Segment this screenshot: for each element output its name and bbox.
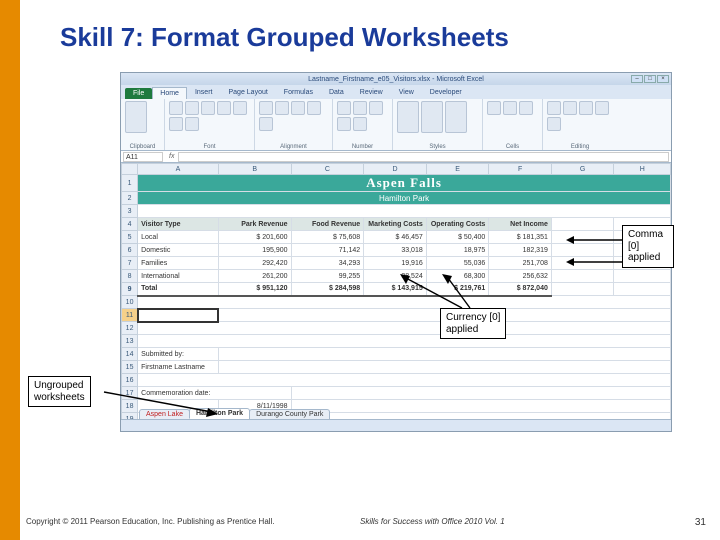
ribbon-group-font: Font bbox=[165, 99, 255, 150]
window-title: Lastname_Firstname_e05_Visitors.xlsx - M… bbox=[308, 76, 484, 83]
tab-data[interactable]: Data bbox=[321, 86, 352, 99]
ribbon-group-editing: Editing bbox=[543, 99, 617, 150]
cellstyles-icon[interactable] bbox=[445, 101, 467, 133]
callout-currency: Currency [0] applied bbox=[440, 308, 506, 339]
ribbon-tabstrip: File Home Insert Page Layout Formulas Da… bbox=[121, 85, 671, 99]
col-E[interactable]: E bbox=[426, 164, 489, 175]
ribbon-group-alignment: Alignment bbox=[255, 99, 333, 150]
align-center-icon[interactable] bbox=[275, 101, 289, 115]
ribbon-group-clipboard: Clipboard bbox=[121, 99, 165, 150]
align-right-icon[interactable] bbox=[291, 101, 305, 115]
paste-icon[interactable] bbox=[125, 101, 147, 133]
arrow-currency-2 bbox=[440, 272, 490, 312]
worksheet-grid[interactable]: A B C D E F G H 1Aspen Falls 2Hamilton P… bbox=[121, 163, 671, 426]
col-D[interactable]: D bbox=[364, 164, 427, 175]
name-box[interactable]: A11 bbox=[123, 152, 163, 162]
tab-formulas[interactable]: Formulas bbox=[276, 86, 321, 99]
close-button[interactable]: × bbox=[657, 75, 669, 83]
border-icon[interactable] bbox=[233, 101, 247, 115]
arrow-comma-2 bbox=[566, 256, 624, 268]
fill-icon[interactable] bbox=[169, 117, 183, 131]
maximize-button[interactable]: □ bbox=[644, 75, 656, 83]
find-icon[interactable] bbox=[547, 117, 561, 131]
bold-icon[interactable] bbox=[185, 101, 199, 115]
ribbon-group-cells: Cells bbox=[483, 99, 543, 150]
minimize-button[interactable]: – bbox=[631, 75, 643, 83]
accent-bar bbox=[0, 0, 20, 540]
fx-icon[interactable]: fx bbox=[169, 153, 174, 160]
excel-window: Lastname_Firstname_e05_Visitors.xlsx - M… bbox=[120, 72, 672, 432]
titlebar: Lastname_Firstname_e05_Visitors.xlsx - M… bbox=[121, 73, 671, 85]
footer-title: Skills for Success with Office 2010 Vol.… bbox=[360, 517, 505, 526]
fontcolor-icon[interactable] bbox=[185, 117, 199, 131]
italic-icon[interactable] bbox=[201, 101, 215, 115]
tab-developer[interactable]: Developer bbox=[422, 86, 470, 99]
formula-bar: A11 fx bbox=[121, 151, 671, 163]
active-cell[interactable] bbox=[138, 309, 219, 322]
tab-file[interactable]: File bbox=[125, 88, 152, 99]
inc-decimal-icon[interactable] bbox=[337, 117, 351, 131]
dec-decimal-icon[interactable] bbox=[353, 117, 367, 131]
select-all[interactable] bbox=[122, 164, 138, 175]
delete-icon[interactable] bbox=[503, 101, 517, 115]
title-cell[interactable]: Aspen Falls bbox=[138, 175, 671, 192]
callout-ungrouped: Ungrouped worksheets bbox=[28, 376, 91, 407]
col-C[interactable]: C bbox=[291, 164, 364, 175]
footer-copyright: Copyright © 2011 Pearson Education, Inc.… bbox=[26, 517, 275, 526]
align-left-icon[interactable] bbox=[259, 101, 273, 115]
tab-home[interactable]: Home bbox=[152, 87, 187, 99]
status-bar bbox=[121, 419, 671, 431]
sort-icon[interactable] bbox=[595, 101, 609, 115]
clear-icon[interactable] bbox=[579, 101, 593, 115]
fill-down-icon[interactable] bbox=[563, 101, 577, 115]
sheet-tab-3[interactable]: Durango County Park bbox=[249, 409, 330, 419]
callout-comma: Comma [0] applied bbox=[622, 225, 674, 268]
ribbon: Clipboard Font Alignment Number Styles C… bbox=[121, 99, 671, 151]
tab-review[interactable]: Review bbox=[352, 86, 391, 99]
tab-pagelayout[interactable]: Page Layout bbox=[220, 86, 275, 99]
col-B[interactable]: B bbox=[218, 164, 291, 175]
font-icon[interactable] bbox=[169, 101, 183, 115]
subtitle-cell[interactable]: Hamilton Park bbox=[138, 192, 671, 205]
col-A[interactable]: A bbox=[138, 164, 219, 175]
underline-icon[interactable] bbox=[217, 101, 231, 115]
ribbon-group-number: Number bbox=[333, 99, 393, 150]
wrap-icon[interactable] bbox=[307, 101, 321, 115]
ribbon-group-styles: Styles bbox=[393, 99, 483, 150]
insert-icon[interactable] bbox=[487, 101, 501, 115]
col-F[interactable]: F bbox=[489, 164, 552, 175]
page-number: 31 bbox=[695, 517, 706, 528]
tab-insert[interactable]: Insert bbox=[187, 86, 221, 99]
slide-title: Skill 7: Format Grouped Worksheets bbox=[60, 22, 509, 53]
currency-icon[interactable] bbox=[337, 101, 351, 115]
arrow-comma-1 bbox=[566, 234, 624, 246]
formula-input[interactable] bbox=[178, 152, 669, 162]
col-H[interactable]: H bbox=[614, 164, 671, 175]
autosum-icon[interactable] bbox=[547, 101, 561, 115]
fmttable-icon[interactable] bbox=[421, 101, 443, 133]
format-icon[interactable] bbox=[519, 101, 533, 115]
merge-icon[interactable] bbox=[259, 117, 273, 131]
arrow-ungrouped bbox=[100, 388, 220, 418]
comma-icon[interactable] bbox=[369, 101, 383, 115]
percent-icon[interactable] bbox=[353, 101, 367, 115]
col-G[interactable]: G bbox=[551, 164, 614, 175]
tab-view[interactable]: View bbox=[391, 86, 422, 99]
condfmt-icon[interactable] bbox=[397, 101, 419, 133]
